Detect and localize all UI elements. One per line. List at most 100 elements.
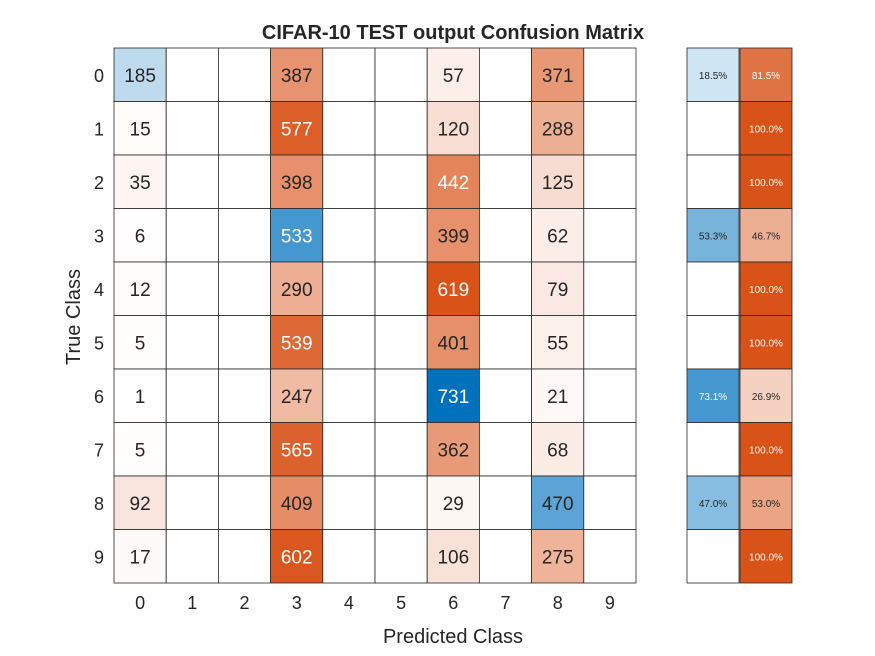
matrix-cell	[217, 154, 271, 209]
matrix-cell	[583, 315, 637, 370]
matrix-cell	[426, 315, 480, 370]
cell-value: 470	[542, 494, 574, 515]
matrix-cell	[478, 47, 532, 102]
y-tick-label: 0	[94, 66, 104, 86]
matrix-cell	[478, 261, 532, 316]
matrix-cell	[217, 261, 271, 316]
matrix-cell	[217, 315, 271, 370]
cell-value: 275	[542, 547, 574, 568]
cell-value: 398	[281, 173, 313, 194]
cell-value: 106	[437, 547, 469, 568]
cell-value: 62	[547, 226, 568, 247]
matrix-cell	[270, 529, 324, 584]
summary-incorrect-cell	[739, 261, 793, 316]
summary-correct-value: 18.5%	[699, 71, 727, 82]
y-tick-label: 9	[94, 547, 104, 567]
matrix-cell	[165, 154, 219, 209]
matrix-cell	[374, 154, 428, 209]
matrix-cell	[426, 529, 480, 584]
cell-value: 409	[281, 494, 313, 515]
matrix-cell	[374, 208, 428, 263]
cell-value: 565	[281, 440, 313, 461]
cell-value: 533	[281, 226, 313, 247]
cell-value: 1	[135, 387, 146, 408]
matrix-cell	[478, 154, 532, 209]
matrix-cell	[270, 261, 324, 316]
matrix-cell	[374, 101, 428, 156]
cell-value: 185	[124, 66, 156, 87]
summary-correct-value: 73.1%	[699, 392, 727, 403]
matrix-cell	[113, 368, 167, 423]
matrix-cell	[270, 154, 324, 209]
matrix-cell	[583, 208, 637, 263]
cell-value: 577	[281, 119, 313, 140]
y-tick-label: 1	[94, 119, 104, 139]
matrix-cell	[583, 47, 637, 102]
matrix-cell	[426, 261, 480, 316]
matrix-cell	[478, 529, 532, 584]
matrix-cell	[374, 422, 428, 477]
matrix-cell	[322, 154, 376, 209]
matrix-cell	[165, 47, 219, 102]
matrix-cell	[165, 422, 219, 477]
y-tick-labels: 0 1 2 3 4 5 6 7 8 9	[94, 66, 104, 568]
summary-incorrect-value: 100.0%	[749, 445, 783, 456]
matrix-cell	[113, 261, 167, 316]
matrix-cell	[478, 422, 532, 477]
cell-value: 12	[130, 280, 151, 301]
x-tick-label: 9	[605, 593, 615, 613]
summary-incorrect-value: 46.7%	[752, 231, 780, 242]
matrix-cell	[217, 208, 271, 263]
summary-correct-cell	[686, 101, 740, 156]
matrix-cell	[217, 422, 271, 477]
x-tick-label: 5	[396, 593, 406, 613]
cell-value: 5	[135, 440, 146, 461]
y-tick-label: 3	[94, 226, 104, 246]
matrix-cell	[217, 47, 271, 102]
matrix-cell	[583, 529, 637, 584]
matrix-cell	[217, 368, 271, 423]
matrix-cell	[322, 208, 376, 263]
matrix-cell	[113, 422, 167, 477]
cell-value: 57	[443, 66, 464, 87]
summary-incorrect-cell	[739, 475, 793, 530]
summary-incorrect-value: 26.9%	[752, 392, 780, 403]
cell-value: 288	[542, 119, 574, 140]
cell-value: 29	[443, 494, 464, 515]
matrix-cell	[531, 47, 585, 102]
summary-incorrect-cell	[739, 47, 793, 102]
matrix-cell	[478, 475, 532, 530]
matrix-cell	[322, 101, 376, 156]
matrix-cell	[583, 475, 637, 530]
cell-value: 79	[547, 280, 568, 301]
summary-incorrect-value: 100.0%	[749, 285, 783, 296]
summary-correct-cell	[686, 529, 740, 584]
matrix-cell	[583, 261, 637, 316]
matrix-cell	[165, 208, 219, 263]
matrix-cell	[165, 475, 219, 530]
matrix-cell	[374, 368, 428, 423]
summary-incorrect-cell	[739, 368, 793, 423]
summary-correct-value: 53.3%	[699, 231, 727, 242]
summary-incorrect-cell	[739, 422, 793, 477]
matrix-cell	[426, 47, 480, 102]
summary-incorrect-cell	[739, 529, 793, 584]
summary-correct-cell	[686, 154, 740, 209]
matrix-cell	[478, 315, 532, 370]
summary-incorrect-value: 100.0%	[749, 124, 783, 135]
summary-correct-value: 47.0%	[699, 499, 727, 510]
matrix-cell	[531, 101, 585, 156]
matrix-cell	[322, 368, 376, 423]
cell-value: 247	[281, 387, 313, 408]
matrix-cell	[531, 261, 585, 316]
matrix-cell	[583, 101, 637, 156]
matrix-cell	[165, 529, 219, 584]
cell-value: 125	[542, 173, 574, 194]
matrix-cell	[426, 422, 480, 477]
summary-correct-cell	[686, 208, 740, 263]
chart-title: CIFAR-10 TEST output Confusion Matrix	[262, 22, 644, 44]
matrix-cell	[113, 315, 167, 370]
cell-value: 602	[281, 547, 313, 568]
